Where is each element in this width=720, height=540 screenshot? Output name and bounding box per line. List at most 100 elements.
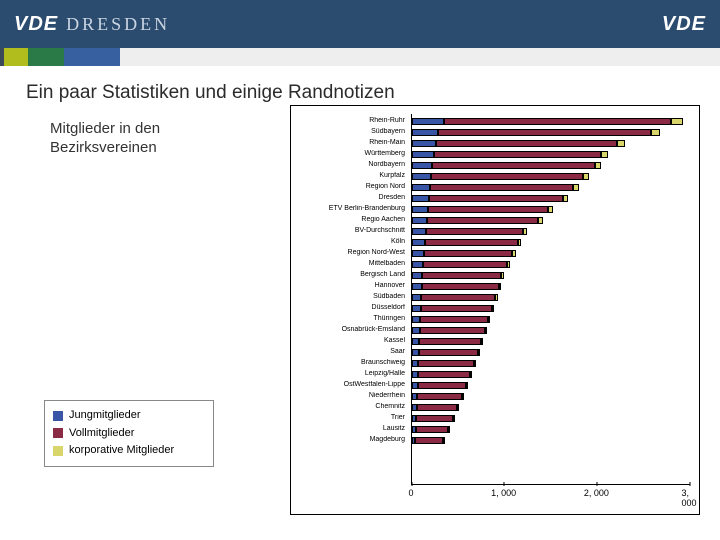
bar-segment <box>412 184 430 191</box>
bar-segment <box>419 349 478 356</box>
legend-swatch <box>53 411 63 421</box>
bar-segment <box>470 371 472 378</box>
bar-segment <box>478 349 480 356</box>
bar-row <box>412 118 690 125</box>
stripe <box>4 48 28 66</box>
legend-label: Vollmitglieder <box>69 425 134 443</box>
bar-segment <box>453 415 455 422</box>
header-bar: VDE DRESDEN VDE <box>0 0 720 48</box>
bar-row <box>412 162 690 169</box>
bar-segment <box>488 316 490 323</box>
bar-row <box>412 239 690 246</box>
bar-row <box>412 173 690 180</box>
bar-segment <box>412 173 431 180</box>
bar-segment <box>412 305 421 312</box>
category-label: Leipzig/Halle <box>291 370 405 377</box>
tick-mark <box>596 482 597 486</box>
bar-row <box>412 305 690 312</box>
category-label: Südbayern <box>291 128 405 135</box>
bar-segment <box>507 261 510 268</box>
bar-row <box>412 404 690 411</box>
bar-segment <box>424 250 512 257</box>
bar-segment <box>412 250 424 257</box>
bar-segment <box>417 404 458 411</box>
bar-row <box>412 360 690 367</box>
bar-row <box>412 261 690 268</box>
legend-box: JungmitgliederVollmitgliederkorporative … <box>44 400 214 467</box>
bar-segment <box>412 239 425 246</box>
bar-row <box>412 371 690 378</box>
legend-item: korporative Mitglieder <box>53 442 205 460</box>
bar-segment <box>512 250 516 257</box>
bar-row <box>412 393 690 400</box>
category-labels: Rhein-RuhrSüdbayernRhein-MainWürttemberg… <box>291 114 409 484</box>
category-label: Braunschweig <box>291 359 405 366</box>
bar-segment <box>501 272 504 279</box>
category-label: Region Nord-West <box>291 249 405 256</box>
bar-segment <box>412 294 421 301</box>
legend-label: korporative Mitglieder <box>69 442 174 460</box>
bar-segment <box>428 206 548 213</box>
bar-segment <box>438 129 651 136</box>
bar-segment <box>412 338 419 345</box>
bar-segment <box>420 316 488 323</box>
bar-segment <box>583 173 589 180</box>
x-tick-label: 3, 000 <box>681 488 696 508</box>
bar-segment <box>430 184 574 191</box>
bar-segment <box>499 283 502 290</box>
bar-row <box>412 437 690 444</box>
bar-segment <box>595 162 601 169</box>
bar-segment <box>651 129 660 136</box>
bar-segment <box>495 294 498 301</box>
logo-left: VDE DRESDEN <box>14 13 170 36</box>
stripe <box>28 48 64 66</box>
bar-segment <box>548 206 553 213</box>
bar-segment <box>485 327 487 334</box>
bar-segment <box>462 393 464 400</box>
bar-segment <box>421 305 492 312</box>
bar-segment <box>412 206 428 213</box>
bar-row <box>412 294 690 301</box>
left-column: Mitglieder in den Bezirksvereinen <box>50 120 260 158</box>
bar-segment <box>420 327 485 334</box>
bar-segment <box>518 239 522 246</box>
bar-segment <box>563 195 568 202</box>
category-label: Köln <box>291 238 405 245</box>
category-label: Düsseldorf <box>291 304 405 311</box>
bar-segment <box>416 426 448 433</box>
bar-segment <box>423 261 506 268</box>
bar-segment <box>412 151 434 158</box>
category-label: Württemberg <box>291 150 405 157</box>
bar-segment <box>412 261 423 268</box>
bar-row <box>412 272 690 279</box>
bar-segment <box>617 140 625 147</box>
bar-segment <box>474 360 476 367</box>
bar-segment <box>421 294 495 301</box>
stripe <box>120 48 720 66</box>
bar-segment <box>412 129 438 136</box>
bar-row <box>412 151 690 158</box>
x-tick-label: 1, 000 <box>491 488 516 498</box>
legend-item: Vollmitglieder <box>53 425 205 443</box>
bar-row <box>412 250 690 257</box>
bar-segment <box>444 118 671 125</box>
category-label: Nordbayern <box>291 161 405 168</box>
category-label: Kurpfalz <box>291 172 405 179</box>
bar-segment <box>573 184 579 191</box>
bar-segment <box>412 283 422 290</box>
category-label: Region Nord <box>291 183 405 190</box>
bar-segment <box>481 338 483 345</box>
x-tick-label: 2, 000 <box>584 488 609 498</box>
bar-segment <box>466 382 468 389</box>
category-label: Bergisch Land <box>291 271 405 278</box>
category-label: Trier <box>291 414 405 421</box>
category-label: Chemnitz <box>291 403 405 410</box>
bar-segment <box>418 371 470 378</box>
bar-segment <box>419 338 481 345</box>
legend-swatch <box>53 428 63 438</box>
bar-row <box>412 338 690 345</box>
bar-row <box>412 184 690 191</box>
bar-segment <box>412 118 444 125</box>
bar-segment <box>436 140 617 147</box>
bar-segment <box>417 393 461 400</box>
